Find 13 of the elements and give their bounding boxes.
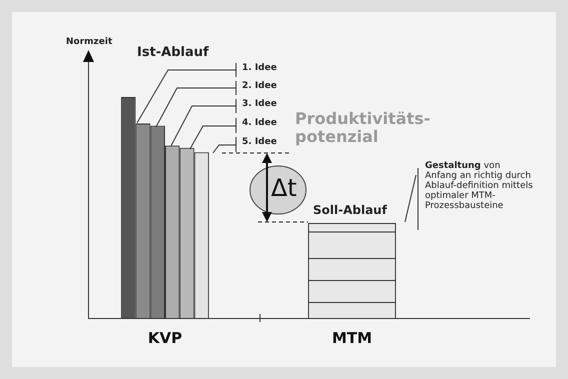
text: Normzeit <box>66 37 112 48</box>
annotation: 3. Idee <box>242 99 277 110</box>
x-tick-label: KVP <box>148 328 182 347</box>
annotation: Soll-Ablauf <box>313 203 387 218</box>
annotation: Δt <box>271 174 297 202</box>
text: 1. Idee <box>242 63 277 74</box>
x-tick-label: MTM <box>332 328 372 347</box>
annotation: 5. Idee <box>242 137 277 148</box>
annotation: Produktivitäts-potenzial <box>295 109 432 146</box>
annotation: 4. Idee <box>242 118 277 129</box>
text: Ist-Ablauf <box>137 45 209 60</box>
text: 2. Idee <box>242 81 277 92</box>
annotation: Gestaltung von Anfang an richtig durch Ablauf-definition mittels optimaler MTM-Prozessbausteine <box>425 161 533 212</box>
